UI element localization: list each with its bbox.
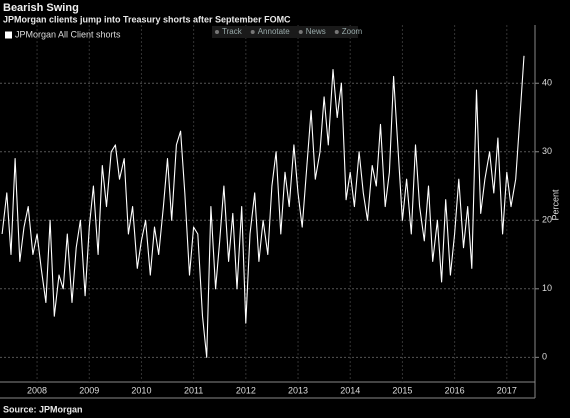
toolbar-icon[interactable]	[334, 30, 339, 34]
x-tick-label: 2010	[131, 385, 151, 395]
x-tick-label: 2011	[184, 385, 203, 395]
x-tick-label: 2016	[445, 385, 465, 395]
source: Source: JPMorgan	[3, 404, 83, 414]
x-tick-label: 2009	[79, 385, 99, 395]
legend-swatch	[5, 31, 12, 39]
legend-label: JPMorgan All Client shorts	[15, 29, 121, 39]
toolbar-button[interactable]: News	[306, 27, 326, 36]
y-tick-label: 10	[542, 283, 552, 293]
toolbar	[212, 26, 358, 38]
toolbar-icon[interactable]	[298, 30, 303, 34]
toolbar-button[interactable]: Track	[222, 27, 243, 36]
y-axis-label: Percent	[550, 189, 560, 221]
x-tick-label: 2008	[27, 385, 47, 395]
x-tick-label: 2013	[288, 385, 308, 395]
y-tick-label: 30	[542, 146, 552, 156]
toolbar-icon[interactable]	[250, 30, 255, 34]
x-tick-label: 2012	[236, 385, 256, 395]
chart-subtitle: JPMorgan clients jump into Treasury shor…	[3, 14, 291, 24]
x-tick-label: 2014	[340, 385, 360, 395]
series-line	[1, 55, 525, 358]
y-tick-label: 0	[542, 352, 547, 362]
x-tick-label: 2015	[392, 385, 412, 395]
y-tick-label: 20	[542, 215, 552, 225]
chart-title: Bearish Swing	[3, 2, 79, 14]
toolbar-icon[interactable]	[215, 30, 219, 34]
y-tick-label: 40	[542, 78, 552, 88]
x-tick-label: 2017	[497, 385, 517, 395]
toolbar-button[interactable]: Zoom	[342, 27, 363, 36]
toolbar-button[interactable]: Annotate	[258, 27, 291, 36]
